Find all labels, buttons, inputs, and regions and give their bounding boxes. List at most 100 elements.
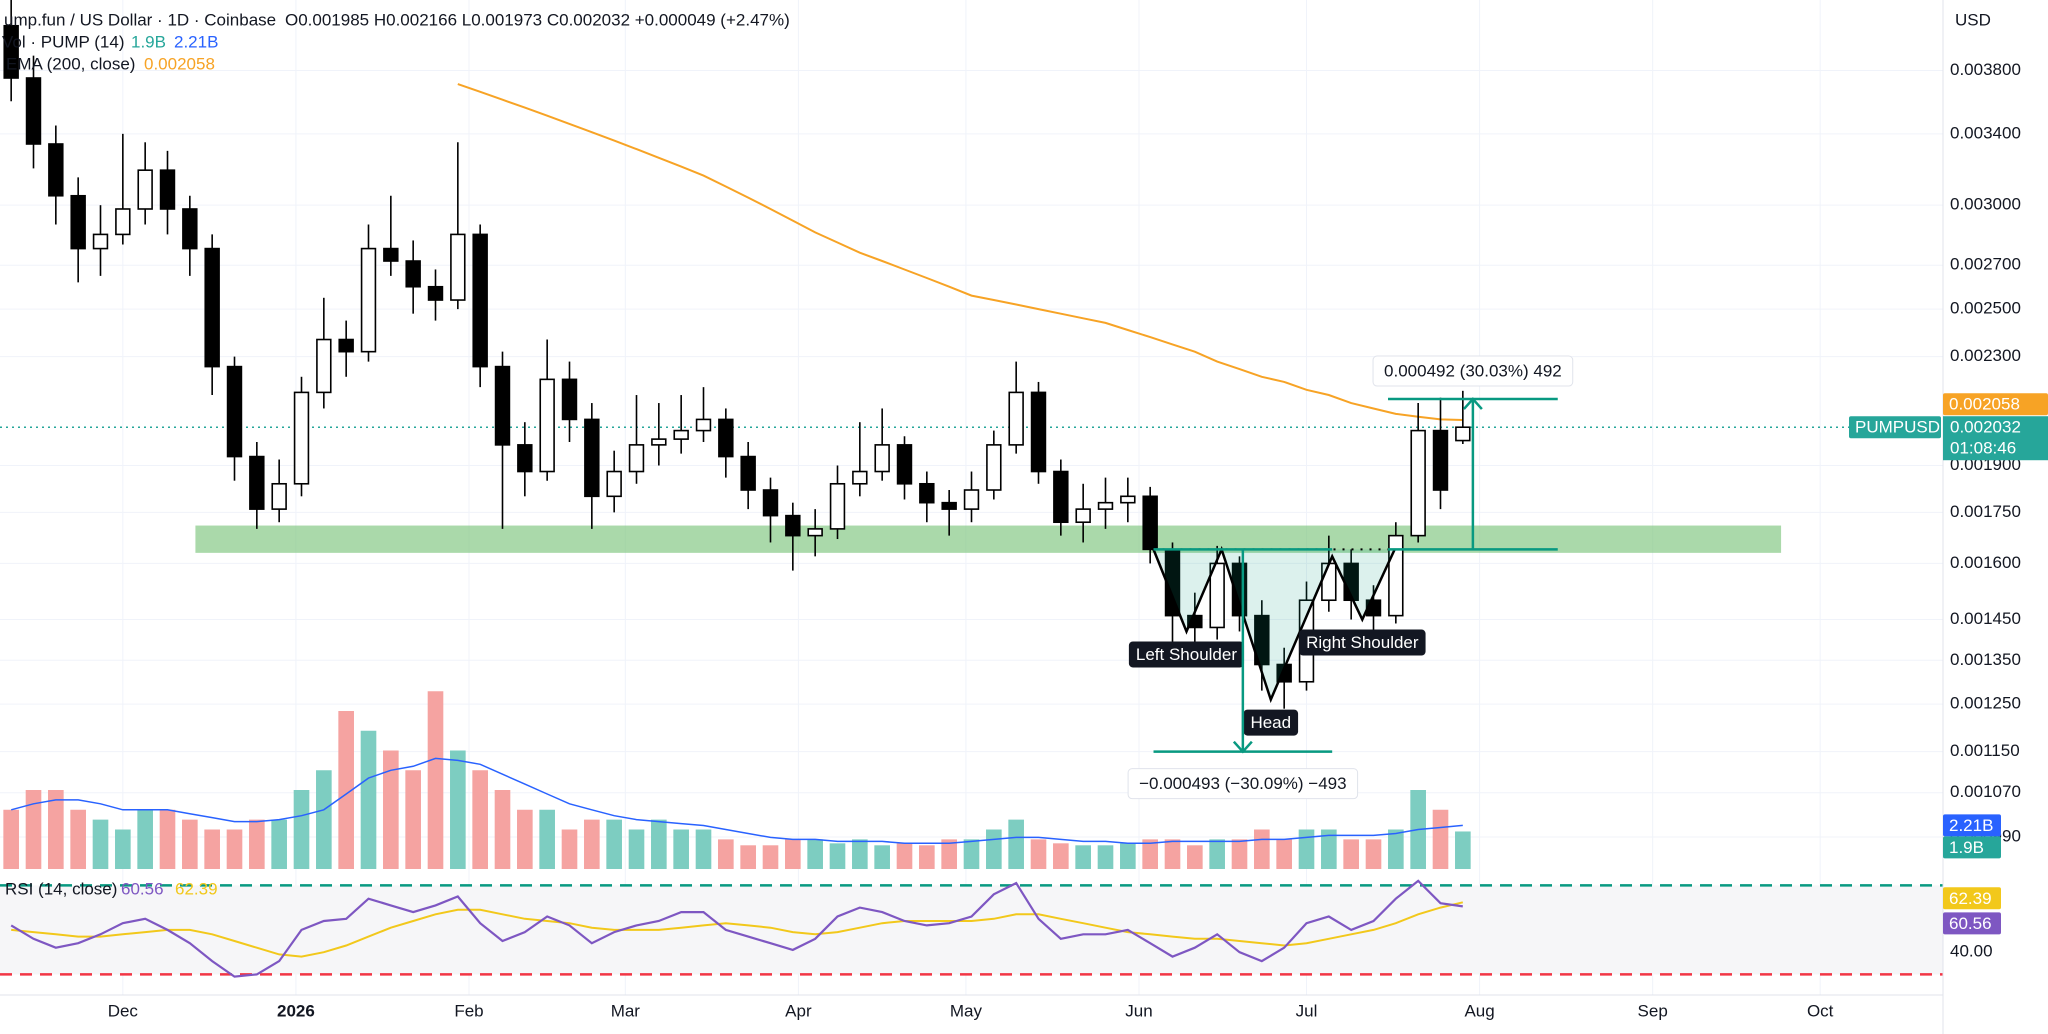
candle-body xyxy=(517,444,533,473)
ema-tag: 0.002058 xyxy=(1949,395,2020,414)
rsi-ma-tag: 62.39 xyxy=(1949,889,1992,908)
legend-rsi: RSI (14, close) xyxy=(5,879,117,898)
volume-ma-tag: 2.21B xyxy=(1949,816,1993,835)
volume-bar xyxy=(1164,839,1181,869)
volume-bar xyxy=(472,770,488,869)
measure-arrowhead xyxy=(1232,740,1253,754)
volume-bar xyxy=(1231,839,1248,869)
candle-body xyxy=(159,169,176,210)
x-tick-label: 2026 xyxy=(277,1001,315,1020)
pattern-area xyxy=(1153,549,1395,700)
volume-bar xyxy=(182,819,198,869)
y-tick-label: 0.002700 xyxy=(1950,255,2021,274)
volume-bar xyxy=(1008,819,1024,869)
volume-bar xyxy=(1254,829,1270,869)
volume-bar xyxy=(785,839,801,869)
volume-bar xyxy=(539,809,555,869)
legend-volume-value: 1.9B xyxy=(131,32,166,51)
legend-volume-ma-value: 2.21B xyxy=(174,32,218,51)
pattern-label: Right Shoulder xyxy=(1306,633,1419,652)
legend-rsi-ma-value: 62.39 xyxy=(175,879,218,898)
volume-bar xyxy=(1432,809,1449,869)
candle-body xyxy=(450,233,466,301)
candle-body xyxy=(1388,534,1404,617)
pattern-label-box xyxy=(1243,709,1299,736)
volume-ma-tag-bg xyxy=(1943,814,2001,837)
measure-label-box xyxy=(1372,355,1574,387)
rsi-tick-label: 40.00 xyxy=(1950,942,1993,961)
volume-bar xyxy=(896,843,913,869)
plot-area: Left Shoulder Head Right Shoulder 0.000492 … xyxy=(0,0,1943,996)
volume-bar xyxy=(606,819,622,869)
countdown-tag: 01:08:46 xyxy=(1950,439,2016,458)
pattern-line xyxy=(1152,545,1396,704)
volume-bar xyxy=(137,809,153,869)
measure-label: 0.000492 (30.03%) 492 xyxy=(1384,362,1562,381)
rsi-tag-bg xyxy=(1943,912,2001,935)
candle-body xyxy=(628,444,645,473)
y-tick-label: 0.002300 xyxy=(1950,346,2021,365)
pattern-label-box xyxy=(1128,641,1245,668)
x-tick-label: Apr xyxy=(785,1001,812,1020)
x-tick-label: Oct xyxy=(1807,1001,1834,1020)
volume-bar xyxy=(1365,839,1382,869)
volume-bar xyxy=(383,750,399,869)
candle-body xyxy=(1142,495,1158,551)
measure-label-box xyxy=(1127,768,1359,800)
candle-body xyxy=(1030,391,1047,473)
x-tick-label: Aug xyxy=(1464,1001,1494,1020)
candle-body xyxy=(271,482,287,510)
candle-body xyxy=(182,208,198,250)
y-tick-label: 0.001600 xyxy=(1950,553,2021,572)
overlay: Dec 2026 Feb Mar Apr May Jun Jul Aug Sep Oct ump.fu… xyxy=(2,10,1834,1020)
candle-body xyxy=(204,247,220,368)
price-axis-bg xyxy=(1943,0,2048,1034)
candle-body xyxy=(48,143,64,197)
y-tick-label: 0.003800 xyxy=(1950,60,2021,79)
candle-body xyxy=(919,482,935,504)
volume-bar xyxy=(293,790,310,869)
candle-body xyxy=(785,514,801,537)
symbol-title: ump.fun / US Dollar · 1D · Coinbase xyxy=(4,10,276,29)
volume-bar xyxy=(852,839,868,869)
volume-bar xyxy=(1030,839,1047,869)
volume-bar xyxy=(25,790,42,869)
candle-body xyxy=(1120,495,1136,504)
volume-bar xyxy=(338,711,354,869)
candle-body xyxy=(1254,614,1270,666)
rsi-band xyxy=(0,885,1943,975)
candle-body xyxy=(1410,429,1426,537)
x-tick-label: Feb xyxy=(454,1001,483,1020)
price-axis: USD 0.003800 0.003400 0.003000 0.002700 0.002… xyxy=(1849,0,2048,1034)
candle-body xyxy=(1187,614,1203,629)
volume-bar xyxy=(159,809,176,869)
pattern-label: Head xyxy=(1250,713,1291,732)
rsi-ma-tag-bg xyxy=(1943,887,2001,910)
candle-body xyxy=(115,208,131,236)
volume-bar xyxy=(963,839,980,869)
volume-bar xyxy=(1209,839,1225,869)
candle-body xyxy=(405,260,421,288)
candle-body xyxy=(25,77,42,145)
volume-bar xyxy=(740,845,756,869)
volume-bar xyxy=(673,829,689,869)
y-tick-label: 0.001070 xyxy=(1950,782,2021,801)
volume-bar xyxy=(762,845,779,869)
candle-body xyxy=(852,470,868,485)
candle-body xyxy=(137,169,153,210)
candle-body xyxy=(718,418,734,458)
candle-body xyxy=(1097,501,1114,510)
volume-bar xyxy=(427,691,444,869)
candle-body xyxy=(584,418,600,498)
candle-body xyxy=(762,489,779,517)
volume-bar xyxy=(1298,829,1315,869)
ema-tag-bg xyxy=(1943,393,2048,416)
x-tick-label: Mar xyxy=(611,1001,641,1020)
y-tick-label: 0.001750 xyxy=(1950,502,2021,521)
price-tag-bg xyxy=(1943,416,2048,461)
volume-bar xyxy=(1097,845,1114,869)
candle-body xyxy=(539,378,555,473)
volume-bar xyxy=(1388,829,1404,869)
candle-body xyxy=(941,501,957,510)
